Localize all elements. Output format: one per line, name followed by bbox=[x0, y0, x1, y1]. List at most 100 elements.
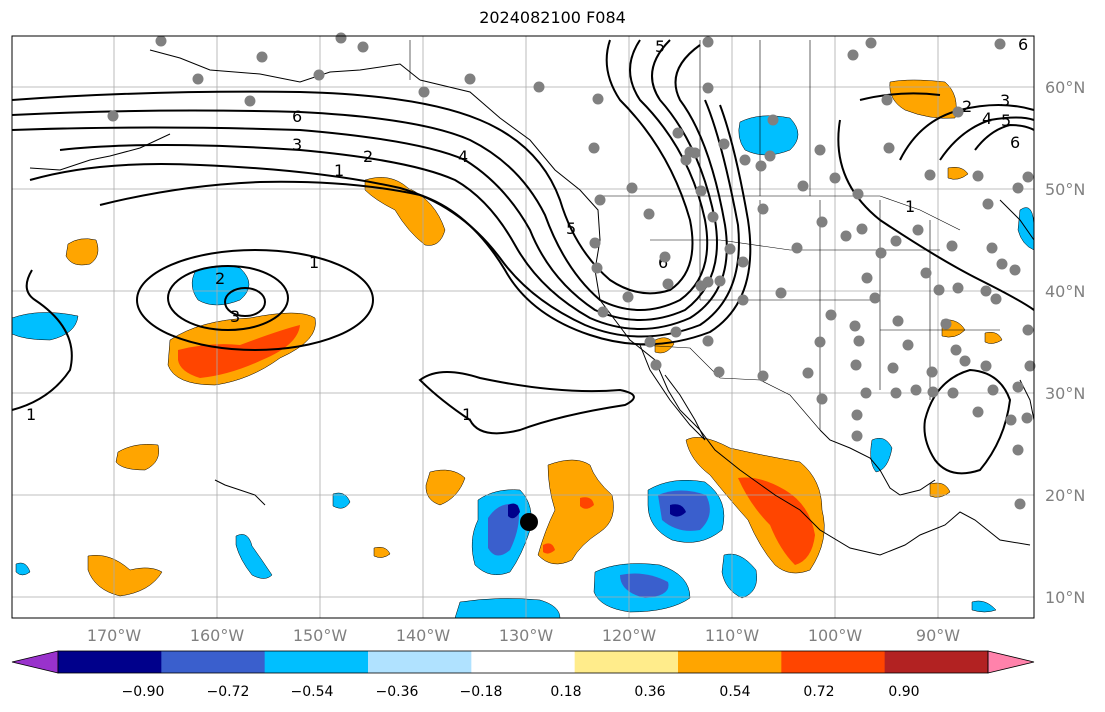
station-dot bbox=[861, 272, 873, 284]
contour-label: 1 bbox=[334, 161, 344, 180]
station-dot bbox=[714, 275, 726, 287]
anomaly-blob bbox=[537, 459, 614, 565]
contour-line bbox=[11, 39, 694, 295]
station-dot bbox=[947, 387, 959, 399]
station-dot bbox=[775, 287, 787, 299]
station-dot bbox=[192, 73, 204, 85]
station-dot bbox=[890, 387, 902, 399]
station-dot bbox=[1012, 444, 1024, 456]
colorbar-extend-right bbox=[987, 650, 1035, 674]
station-dot bbox=[850, 359, 862, 371]
contour-line bbox=[859, 92, 941, 101]
station-dot bbox=[910, 384, 922, 396]
colorbar-extend-left bbox=[11, 650, 59, 674]
anomaly-blob bbox=[87, 555, 163, 597]
colorbar-tick-label: 0.90 bbox=[888, 684, 920, 700]
lon-label: 130°W bbox=[498, 626, 554, 645]
station-dot bbox=[902, 339, 914, 351]
anomaly-blob bbox=[580, 497, 594, 509]
station-dot bbox=[890, 235, 902, 247]
station-dot bbox=[1009, 264, 1021, 276]
colorbar-tick-label: −0.18 bbox=[459, 684, 503, 700]
station-dot bbox=[702, 82, 714, 94]
anomaly-blob bbox=[543, 543, 555, 554]
station-dot bbox=[881, 94, 893, 106]
colorbar-tick-label: −0.54 bbox=[290, 684, 334, 700]
station-dot bbox=[980, 360, 992, 372]
station-dot bbox=[662, 278, 674, 290]
station-dot bbox=[1021, 412, 1033, 424]
station-dot bbox=[920, 267, 932, 279]
station-dot bbox=[797, 180, 809, 192]
colorbar-border bbox=[57, 650, 989, 674]
station-dot bbox=[256, 51, 268, 63]
contour-label: 1 bbox=[462, 405, 472, 424]
station-dot bbox=[987, 384, 999, 396]
anomaly-blob bbox=[15, 562, 31, 576]
station-dot bbox=[313, 69, 325, 81]
station-dot bbox=[592, 93, 604, 105]
station-dot bbox=[927, 386, 939, 398]
anomaly-blob bbox=[721, 553, 757, 599]
contour-line bbox=[974, 123, 1035, 151]
anomaly-blob bbox=[654, 337, 675, 354]
contour-label: 1 bbox=[905, 197, 915, 216]
map-frame bbox=[11, 35, 1035, 619]
lat-label: 60°N bbox=[1045, 78, 1086, 97]
station-dot bbox=[737, 294, 749, 306]
state-lines bbox=[650, 196, 1000, 430]
colorbar-segment bbox=[161, 651, 266, 673]
station-dot bbox=[357, 41, 369, 53]
anomaly-blob bbox=[364, 177, 446, 246]
station-dot bbox=[672, 127, 684, 139]
contour-ring bbox=[224, 287, 266, 317]
contour-label: 3 bbox=[1000, 91, 1010, 110]
anomaly-blob bbox=[115, 444, 159, 471]
contour-label: 6 bbox=[292, 107, 302, 126]
shaded-anomalies bbox=[11, 79, 1035, 619]
contour-labels: 6 3 2 1 4 5 5 6 1 2 3 1 1 2 3 4 5 6 6 1 bbox=[26, 35, 1028, 424]
station-dot bbox=[980, 285, 992, 297]
station-dot bbox=[659, 251, 671, 263]
contour-label: 6 bbox=[1018, 35, 1028, 54]
station-dot bbox=[764, 150, 776, 162]
contour-line bbox=[837, 119, 1035, 311]
station-dot bbox=[856, 223, 868, 235]
colorbar-tick-label: 0.54 bbox=[719, 684, 751, 700]
colorbar bbox=[11, 650, 1035, 674]
contour-line bbox=[29, 99, 740, 338]
anomaly-blob bbox=[508, 503, 520, 519]
contour-ring bbox=[136, 249, 374, 351]
station-dot bbox=[851, 430, 863, 442]
station-dot bbox=[972, 406, 984, 418]
station-dot bbox=[589, 237, 601, 249]
station-dot bbox=[755, 160, 767, 172]
colorbar-segment bbox=[471, 651, 576, 673]
hawaii bbox=[214, 479, 266, 506]
coastlines bbox=[29, 49, 1035, 556]
colorbar-segment bbox=[781, 651, 886, 673]
station-dot bbox=[860, 387, 872, 399]
station-dot bbox=[1012, 182, 1024, 194]
station-dot bbox=[912, 224, 924, 236]
station-dot bbox=[825, 309, 837, 321]
station-dot bbox=[840, 230, 852, 242]
contour-line bbox=[11, 269, 73, 411]
colorbar-segment bbox=[678, 651, 782, 673]
borders bbox=[409, 40, 1000, 431]
station-dot bbox=[814, 336, 826, 348]
colorbar-tick-label: 0.36 bbox=[634, 684, 666, 700]
lon-label: 160°W bbox=[189, 626, 245, 645]
anomaly-blob bbox=[738, 477, 815, 565]
station-dot bbox=[757, 370, 769, 382]
station-dot bbox=[1005, 414, 1017, 426]
anomaly-blob bbox=[670, 504, 686, 517]
station-dot bbox=[689, 147, 701, 159]
contour-line bbox=[418, 370, 635, 435]
contour-label: 2 bbox=[962, 97, 972, 116]
station-dot bbox=[702, 335, 714, 347]
station-dot bbox=[853, 335, 865, 347]
station-dot bbox=[1012, 381, 1024, 393]
station-dot bbox=[718, 138, 730, 150]
